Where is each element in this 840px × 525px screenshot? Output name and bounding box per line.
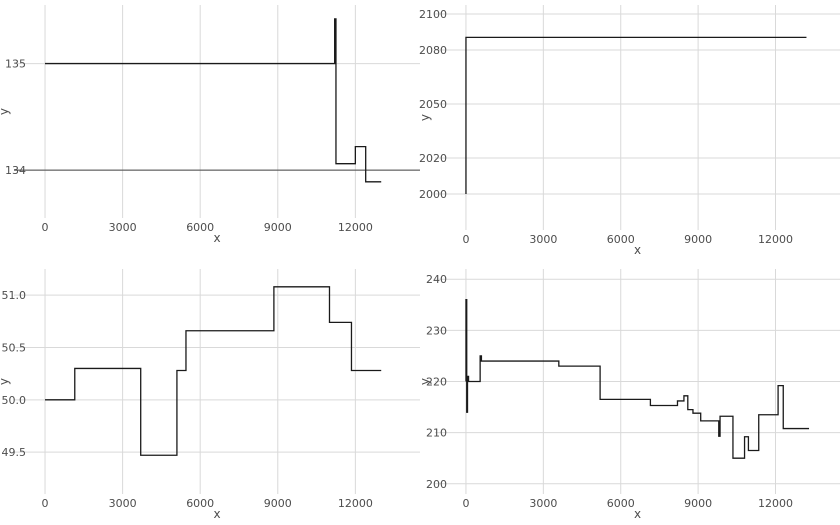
y-tick-label: 135	[5, 58, 26, 71]
y-tick-label: 230	[426, 324, 447, 337]
x-tick-label: 9000	[684, 233, 712, 246]
chart-panel-3: 0 3000 6000 9000 12000 49.5 50.0 50.5 51.0 x y	[0, 269, 420, 521]
x-tick-label: 3000	[529, 497, 557, 510]
x-axis-title: x	[634, 243, 641, 257]
x-tick-label: 0	[42, 221, 49, 234]
x-tick-label: 12000	[758, 233, 793, 246]
x-tick-label: 6000	[607, 233, 635, 246]
x-tick-label: 9000	[684, 497, 712, 510]
y-tick-label: 2080	[419, 44, 447, 57]
y-tick-label: 49.5	[2, 446, 27, 459]
chart-panel-4: 0 3000 6000 9000 12000 200 210 220 230 240 x y	[418, 269, 840, 521]
x-tick-label: 12000	[338, 497, 373, 510]
y-tick-label: 2050	[419, 98, 447, 111]
x-tick-label: 3000	[109, 497, 137, 510]
y-axis-title: y	[418, 114, 432, 121]
x-tick-label: 12000	[758, 497, 793, 510]
y-tick-label: 2020	[419, 152, 447, 165]
x-tick-label: 12000	[338, 221, 373, 234]
y-tick-label: 50.5	[2, 341, 27, 354]
chart-panel-1: 030006000900012000134135xy	[0, 5, 420, 245]
x-axis-title: x	[213, 507, 220, 521]
y-tick-label: 240	[426, 273, 447, 286]
x-tick-label: 6000	[186, 497, 214, 510]
y-axis-title: y	[418, 378, 432, 385]
x-tick-label: 3000	[529, 233, 557, 246]
x-tick-label: 9000	[264, 497, 292, 510]
chart-panel-2: 0 3000 6000 9000 12000 2000 2020 2050 2080 2100 x y	[418, 5, 840, 257]
x-tick-label: 0	[462, 497, 469, 510]
series-line	[45, 18, 382, 183]
x-tick-label: 6000	[607, 497, 635, 510]
x-tick-label: 3000	[109, 221, 137, 234]
x-axis-title: x	[213, 231, 220, 245]
y-tick-label: 200	[426, 478, 447, 491]
y-tick-label: 2000	[419, 188, 447, 201]
y-tick-label: 51.0	[2, 289, 27, 302]
y-axis-title: y	[0, 108, 11, 115]
x-tick-label: 6000	[186, 221, 214, 234]
y-axis-title: y	[0, 378, 11, 385]
series-line	[465, 36, 807, 194]
x-tick-label: 0	[462, 233, 469, 246]
y-tick-label: 50.0	[2, 394, 27, 407]
series-line	[45, 286, 382, 456]
series-line	[465, 299, 810, 459]
x-tick-label: 9000	[264, 221, 292, 234]
x-tick-label: 0	[42, 497, 49, 510]
y-tick-label: 220	[426, 376, 447, 389]
y-tick-label: 2100	[419, 8, 447, 21]
y-tick-label: 210	[426, 427, 447, 440]
x-axis-title: x	[634, 507, 641, 521]
